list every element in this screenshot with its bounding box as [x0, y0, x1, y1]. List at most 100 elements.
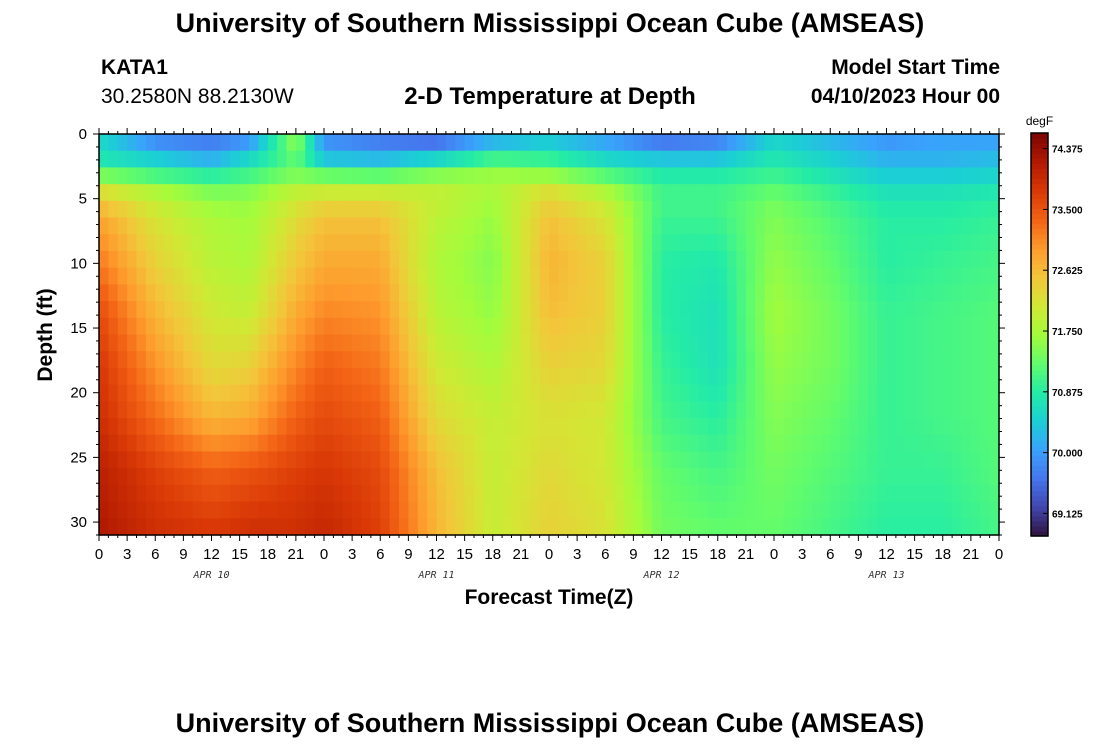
heatmap-cell [577, 167, 588, 185]
heatmap-cell [586, 434, 597, 453]
colorbar-segment [1031, 299, 1048, 305]
heatmap-cell [933, 334, 944, 352]
temperature-depth-chart: 0 3 6 9 12 15 18 21 0 3 6 9 12 15 18 21 0 3 6 9 12 15 18 21 0 3 6 9… [34, 114, 1083, 609]
heatmap-cell [220, 267, 231, 285]
heatmap-cell [127, 484, 138, 503]
heatmap-cell [436, 217, 447, 235]
heatmap-cell [267, 284, 278, 302]
heatmap-cell [117, 418, 128, 436]
heatmap-cell [267, 351, 278, 369]
heatmap-cell [361, 284, 372, 302]
heatmap-cell [436, 267, 447, 285]
heatmap-cell [624, 384, 634, 402]
heatmap-cell [380, 150, 391, 169]
heatmap-cell [680, 367, 691, 386]
heatmap-cell [399, 301, 409, 319]
heatmap-cell [155, 167, 166, 185]
heatmap-cell [699, 418, 709, 436]
heatmap-cell [277, 167, 288, 185]
heatmap-cell [502, 401, 513, 419]
heatmap-cell [614, 451, 625, 469]
heatmap-cell [539, 351, 550, 369]
heatmap-cell [708, 284, 719, 302]
heatmap-cell [389, 317, 400, 336]
heatmap-cell [549, 468, 559, 486]
heatmap-cell [192, 484, 203, 503]
heatmap-cell [174, 267, 184, 285]
heatmap-cell [211, 501, 222, 519]
heatmap-cell [249, 267, 259, 285]
heatmap-cell [661, 234, 672, 252]
heatmap-cell [258, 401, 269, 419]
heatmap-cell [792, 267, 803, 285]
heatmap-cell [361, 468, 372, 486]
heatmap-cell [942, 401, 953, 419]
heatmap-cell [155, 434, 166, 453]
heatmap-cell [727, 401, 738, 419]
heatmap-cell [980, 468, 991, 486]
heatmap-cell [333, 184, 344, 202]
heatmap-cell [661, 134, 672, 152]
heatmap-cell [352, 267, 363, 285]
heatmap-cell [924, 434, 934, 453]
heatmap-cell [858, 484, 869, 503]
heatmap-cell [267, 367, 278, 386]
heatmap-cell [455, 184, 466, 202]
heatmap-cell [295, 167, 306, 185]
heatmap-cell [492, 134, 503, 152]
heatmap-cell [858, 418, 869, 436]
heatmap-cell [961, 418, 972, 436]
heatmap-cell [427, 468, 438, 486]
heatmap-cell [417, 351, 428, 369]
heatmap-cell [220, 234, 231, 252]
heatmap-cell [736, 518, 747, 536]
heatmap-cell [295, 401, 306, 419]
heatmap-cell [239, 401, 250, 419]
heatmap-cell [436, 301, 447, 319]
heatmap-cell [652, 267, 663, 285]
heatmap-cell [764, 384, 775, 402]
heatmap-cell [492, 401, 503, 419]
heatmap-cell [220, 351, 231, 369]
heatmap-cell [820, 284, 831, 302]
heatmap-cell [624, 234, 634, 252]
heatmap-cell [117, 284, 128, 302]
heatmap-cell [755, 351, 766, 369]
heatmap-cell [717, 234, 728, 252]
heatmap-cell [839, 434, 850, 453]
heatmap-cell [464, 384, 475, 402]
heatmap-cell [539, 418, 550, 436]
heatmap-cell [380, 184, 391, 202]
heatmap-cell [352, 234, 363, 252]
heatmap-cell [933, 367, 944, 386]
heatmap-cell [211, 451, 222, 469]
heatmap-cell [577, 334, 588, 352]
heatmap-cell [774, 250, 784, 269]
heatmap-cell [708, 434, 719, 453]
heatmap-cell [324, 167, 334, 185]
heatmap-cell [811, 351, 822, 369]
heatmap-cell [183, 401, 194, 419]
heatmap-cell [699, 267, 709, 285]
heatmap-cell [183, 284, 194, 302]
heatmap-cell [183, 451, 194, 469]
heatmap-cell [661, 317, 672, 336]
heatmap-cell [633, 250, 644, 269]
heatmap-cell [277, 200, 288, 219]
heatmap-cell [727, 518, 738, 536]
heatmap-cell [605, 217, 616, 235]
heatmap-cell [811, 401, 822, 419]
heatmap-cell [980, 351, 991, 369]
heatmap-cell [708, 518, 719, 536]
heatmap-cell [117, 451, 128, 469]
heatmap-cell [595, 184, 606, 202]
heatmap-cell [324, 351, 334, 369]
colorbar-segment [1031, 223, 1048, 230]
heatmap-cell [605, 234, 616, 252]
heatmap-cell [961, 434, 972, 453]
heatmap-cell [249, 468, 259, 486]
heatmap-cell [820, 250, 831, 269]
heatmap-cell [905, 401, 916, 419]
heatmap-cell [174, 134, 184, 152]
heatmap-cell [680, 451, 691, 469]
